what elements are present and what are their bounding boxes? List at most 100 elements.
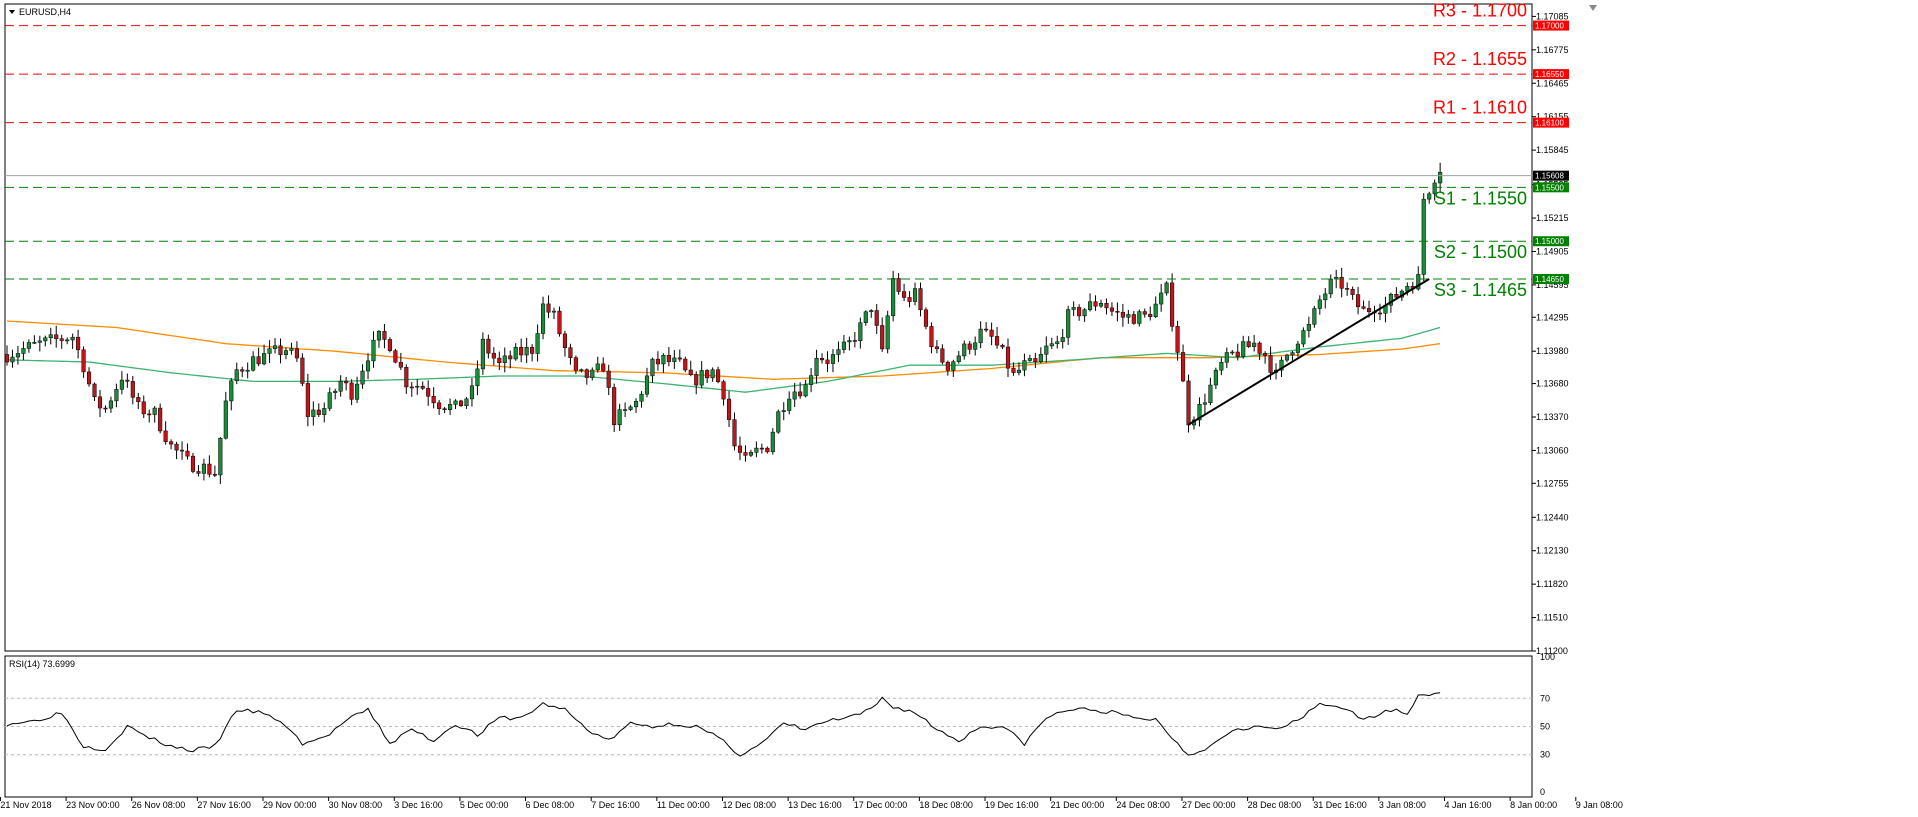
candle-down [519, 347, 524, 356]
candle-up [912, 288, 918, 302]
price-tick-label: 1.11200 [1536, 646, 1568, 656]
price-tick-label: 1.14595 [1536, 280, 1569, 290]
candle-down [1235, 351, 1240, 357]
candle-up [891, 278, 896, 317]
price-badge-text: 1.17000 [1535, 22, 1564, 31]
candle-down [759, 447, 764, 450]
candle-up [863, 311, 868, 323]
price-panel[interactable] [4, 3, 1533, 652]
chevron-down-icon[interactable] [9, 10, 15, 14]
candle-up [787, 398, 792, 411]
candle-up [37, 340, 42, 343]
candle-down [1186, 380, 1191, 426]
candle-up [1213, 369, 1218, 386]
candle-up [1055, 341, 1060, 344]
time-axis: 21 Nov 2018 23 Nov 00:00 26 Nov 08:00 27 No… [0, 797, 1623, 810]
candle-up [1317, 299, 1322, 309]
candle-down [918, 288, 923, 311]
candle-up [1438, 171, 1443, 184]
candles [4, 162, 1443, 484]
candle-down [158, 407, 163, 432]
candle-down [562, 333, 567, 348]
candle-up [152, 407, 157, 415]
price-tick-label: 1.11820 [1536, 579, 1568, 589]
candle-down [185, 450, 190, 457]
candle-down [1093, 301, 1098, 307]
candle-down [1142, 311, 1147, 315]
candle-up [776, 411, 781, 433]
candle-up [1241, 341, 1246, 357]
candle-up [650, 358, 655, 377]
candle-up [201, 463, 206, 474]
candle-down [1033, 358, 1038, 362]
candle-up [1071, 307, 1076, 310]
candle-up [1044, 345, 1049, 355]
chart-shift-icon[interactable] [1589, 5, 1597, 11]
candle-down [59, 338, 64, 341]
uptrend-line[interactable] [1188, 278, 1430, 426]
candle-down [1104, 303, 1109, 309]
candle-up [1323, 293, 1328, 301]
time-tick-label: 28 Dec 08:00 [1248, 800, 1302, 810]
support-resistance-levels: R3 - 1.1700 1.17000 R2 - 1.1655 1.16550 R1 -… [5, 1, 1569, 300]
candle-down [179, 449, 185, 452]
candle-down [606, 370, 611, 388]
candle-up [355, 383, 360, 400]
candle-down [907, 297, 912, 302]
candle-up [262, 353, 267, 365]
price-badge-text: 1.15000 [1535, 237, 1564, 246]
candle-up [699, 370, 704, 386]
candle-down [497, 357, 502, 363]
candle-down [169, 441, 174, 445]
candle-down [530, 347, 535, 354]
candle-up [453, 400, 458, 405]
candle-down [136, 397, 141, 402]
candle-up [338, 380, 343, 392]
candle-up [1427, 193, 1432, 200]
candle-up [1295, 343, 1300, 353]
candle-up [661, 355, 666, 365]
candle-down [874, 310, 879, 326]
rsi-tick-label: 70 [1540, 693, 1550, 703]
price-tick-label: 1.12440 [1536, 512, 1569, 522]
candle-up [502, 355, 507, 363]
support-label: S2 - 1.1500 [1434, 242, 1527, 262]
candle-up [1016, 369, 1022, 373]
candle-down [393, 350, 398, 363]
time-tick-label: 11 Dec 00:00 [657, 800, 710, 810]
candle-up [1421, 198, 1426, 275]
time-tick-label: 31 Dec 16:00 [1313, 800, 1367, 810]
candle-down [486, 338, 491, 354]
candle-down [705, 370, 710, 379]
price-badge-text: 1.15500 [1535, 183, 1564, 192]
candle-up [628, 406, 633, 410]
candle-up [595, 363, 600, 371]
candle-down [398, 361, 403, 368]
candle-down [130, 381, 135, 398]
candle-up [1082, 309, 1087, 317]
price-badge [1533, 20, 1569, 31]
candle-up [1306, 323, 1311, 331]
candle-down [508, 355, 513, 360]
price-tick-label: 1.13060 [1536, 445, 1569, 455]
price-tick-label: 1.12755 [1536, 478, 1569, 488]
candle-down [147, 413, 152, 416]
candle-up [119, 379, 124, 390]
candle-down [989, 329, 994, 337]
rsi-tick-label: 30 [1540, 750, 1550, 760]
candle-up [267, 348, 272, 354]
candle-down [1345, 288, 1350, 290]
candle-down [196, 471, 201, 474]
resistance-label: R2 - 1.1655 [1433, 49, 1527, 69]
rsi-line [6, 692, 1441, 757]
candle-down [349, 382, 354, 400]
candle-up [748, 452, 753, 456]
time-tick-label: 29 Nov 00:00 [263, 800, 317, 810]
candle-up [1284, 354, 1290, 361]
candle-down [305, 383, 310, 417]
candle-up [251, 356, 256, 371]
candle-down [1246, 341, 1251, 347]
candle-up [475, 368, 480, 387]
price-tick-label: 1.13980 [1536, 346, 1569, 356]
